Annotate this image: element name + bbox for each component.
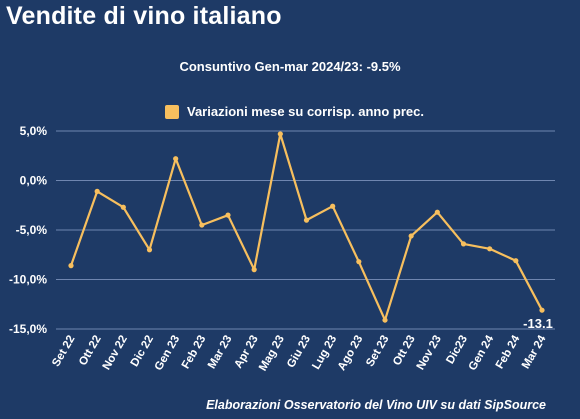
data-point xyxy=(173,156,179,162)
x-tick-label: Ago 23 xyxy=(336,334,366,373)
x-tick-label: Apr 23 xyxy=(232,334,260,371)
data-point xyxy=(330,203,336,209)
legend-swatch xyxy=(165,104,179,119)
x-tick-label: Mag 23 xyxy=(257,334,287,374)
data-point xyxy=(277,131,283,137)
series-line-layer xyxy=(69,132,544,322)
legend: Variazioni mese su corrisp. anno prec. xyxy=(165,104,424,119)
legend-label: Variazioni mese su corrisp. anno prec. xyxy=(187,104,424,119)
y-tick-label: -15,0% xyxy=(9,322,47,336)
y-tick-label: -5,0% xyxy=(16,223,48,237)
data-point xyxy=(487,246,493,252)
data-point xyxy=(94,188,100,194)
data-point xyxy=(303,217,310,223)
x-tick-label: Mar 24 xyxy=(520,333,549,371)
x-tick-label: Mar 23 xyxy=(206,334,235,372)
x-tick-label: Ott 22 xyxy=(77,334,104,368)
data-point xyxy=(68,263,74,269)
y-tick-label: 5,0% xyxy=(20,124,48,138)
x-tick-label: Dic 22 xyxy=(129,334,156,369)
x-tick-label: Feb 23 xyxy=(180,334,209,372)
x-tick-label: Set 22 xyxy=(50,334,77,369)
data-point xyxy=(251,267,257,273)
data-point xyxy=(199,222,205,228)
data-label: -13.1 xyxy=(523,316,553,331)
y-tick-label: 0,0% xyxy=(20,174,48,188)
gridlines xyxy=(56,130,555,330)
data-point xyxy=(120,204,126,210)
x-tick-label: Dic23 xyxy=(444,334,470,367)
x-tick-label: Set 23 xyxy=(364,334,391,369)
data-point xyxy=(146,247,153,253)
series-line xyxy=(69,132,544,322)
chart-subtitle: Consuntivo Gen-mar 2024/23: -9.5% xyxy=(179,59,401,74)
data-point xyxy=(382,317,388,323)
x-tick-label: Feb 24 xyxy=(494,333,523,371)
chart-title: Vendite di vino italiano xyxy=(6,2,282,30)
data-point xyxy=(434,209,440,215)
x-tick-label: Gen 24 xyxy=(467,333,497,373)
source-note: Elaborazioni Osservatorio del Vino UIV s… xyxy=(206,398,546,412)
data-point xyxy=(356,259,362,265)
x-tick-label: Gen 23 xyxy=(153,334,183,373)
data-point xyxy=(513,258,519,264)
data-point xyxy=(539,307,545,313)
x-tick-label: Ott 23 xyxy=(391,334,418,368)
x-tick-label: Nov 23 xyxy=(415,334,444,373)
x-tick-label: Giu 23 xyxy=(285,334,313,370)
x-tick-label: Lug 23 xyxy=(310,334,339,372)
data-point xyxy=(460,241,467,247)
data-point xyxy=(225,212,231,218)
x-tick-label: Nov 22 xyxy=(101,334,130,373)
data-labels: -13.1 xyxy=(523,316,553,331)
y-axis-ticks: 5,0% 0,0% -5,0% -10,0% -15,0% xyxy=(9,124,47,336)
data-points xyxy=(68,131,545,323)
y-tick-label: -10,0% xyxy=(9,273,47,287)
data-point xyxy=(408,233,414,239)
